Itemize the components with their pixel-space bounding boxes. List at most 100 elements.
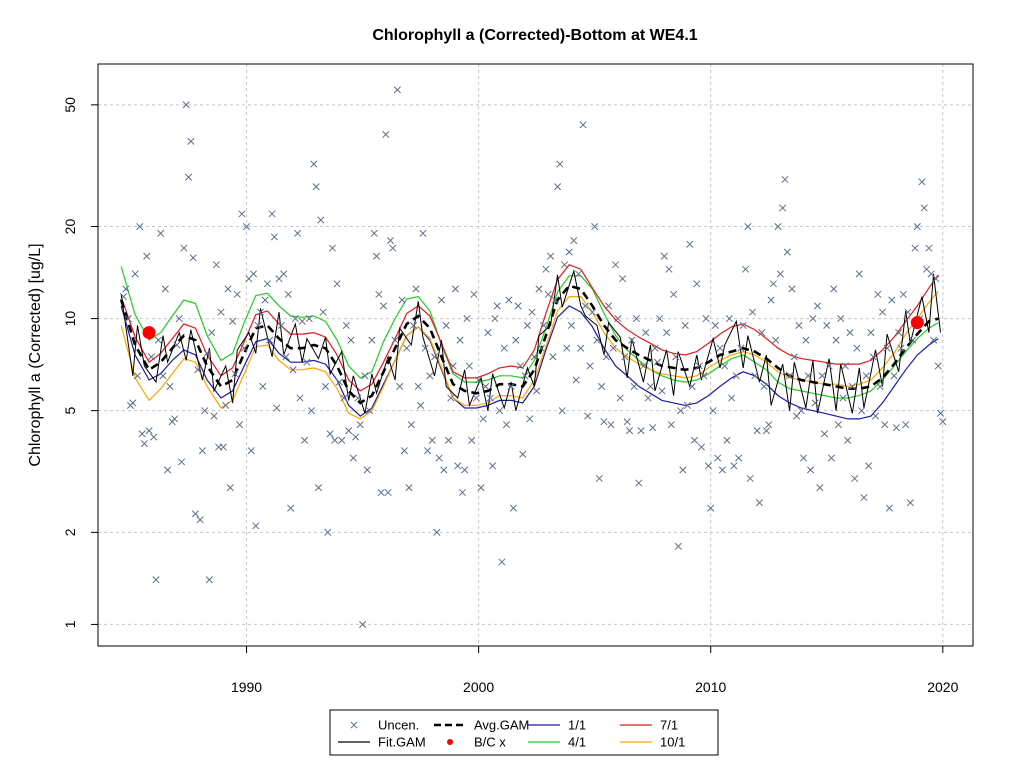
- uncensored-point: [414, 382, 422, 390]
- legend-item-s10-1: 10/1: [620, 735, 685, 750]
- uncensored-point: [688, 382, 696, 390]
- uncensored-point: [495, 407, 504, 415]
- uncensored-point: [867, 329, 875, 337]
- uncensored-point: [296, 394, 304, 402]
- uncensored-point: [382, 130, 390, 139]
- uncensored-point: [249, 270, 258, 278]
- uncensored-point: [268, 210, 276, 218]
- legend-item-s7-1: 7/1: [620, 718, 678, 733]
- legend-label: Avg.GAM: [474, 718, 529, 733]
- uncensored-point: [352, 433, 360, 441]
- uncensored-point: [161, 285, 169, 293]
- uncensored-point: [860, 493, 868, 502]
- uncensored-point: [254, 321, 262, 329]
- uncensored-point: [732, 372, 740, 380]
- uncensored-point: [187, 137, 195, 145]
- uncensored-point: [458, 488, 466, 497]
- uncensored-point: [523, 321, 531, 329]
- uncensored-point: [437, 296, 446, 304]
- uncensored-point: [841, 362, 849, 370]
- x-tick-label: 2010: [695, 679, 726, 695]
- uncensored-point: [140, 440, 148, 448]
- uncensored-point: [505, 296, 513, 304]
- uncensored-point: [451, 285, 459, 293]
- legend-label: Uncen.: [378, 718, 419, 733]
- uncensored-point: [291, 315, 299, 323]
- uncensored-point: [224, 285, 232, 293]
- uncensored-point: [482, 382, 490, 390]
- uncensored-point: [741, 265, 750, 273]
- uncensored-point: [442, 321, 450, 329]
- uncensored-point: [412, 285, 420, 293]
- uncensored-point: [180, 244, 188, 252]
- uncensored-point: [240, 344, 248, 352]
- uncensored-point: [911, 244, 919, 252]
- uncensored-point: [205, 576, 213, 584]
- uncensored-point: [718, 466, 726, 474]
- grid-layer: [98, 64, 973, 646]
- uncensored-point: [906, 499, 914, 507]
- uncensored-point: [753, 427, 761, 435]
- uncensored-point: [340, 394, 348, 402]
- uncensored-point: [902, 421, 910, 429]
- uncensored-point: [463, 315, 471, 323]
- uncensored-point: [178, 458, 186, 466]
- uncensored-point: [614, 315, 622, 323]
- uncensored-point: [848, 382, 856, 390]
- uncensored-point: [470, 290, 478, 298]
- uncensored-point: [321, 382, 330, 390]
- legend-label: 10/1: [660, 735, 685, 750]
- uncensored-point: [377, 488, 385, 497]
- uncensored-point: [145, 427, 153, 435]
- uncensored-point: [328, 244, 336, 252]
- uncensored-point: [920, 204, 928, 212]
- uncensored-point: [632, 315, 641, 323]
- uncensored-point: [758, 329, 766, 337]
- uncensored-point: [690, 436, 699, 444]
- uncensored-point: [370, 229, 378, 237]
- uncensored-point: [119, 293, 128, 301]
- uncensored-point: [834, 421, 842, 429]
- uncensored-point: [639, 362, 647, 370]
- legend-item-uncensored: Uncen.: [350, 718, 419, 733]
- uncensored-point: [307, 407, 316, 415]
- uncensored-point: [721, 362, 729, 370]
- uncensored-point: [895, 329, 903, 337]
- uncensored-point: [751, 372, 759, 380]
- uncensored-point: [609, 344, 617, 352]
- uncensored-point: [577, 344, 585, 352]
- points-layer: [119, 86, 947, 628]
- uncensored-point: [312, 183, 320, 191]
- uncensored-point: [182, 101, 190, 109]
- uncensored-point: [616, 394, 624, 402]
- uncensored-point: [356, 421, 364, 429]
- chart-title: Chlorophyll a (Corrected)-Bottom at WE4.…: [372, 27, 697, 44]
- uncensored-point: [853, 344, 861, 352]
- uncensored-point: [772, 336, 780, 344]
- uncensored-point: [565, 248, 573, 256]
- uncensored-point: [735, 454, 743, 462]
- uncensored-point: [444, 436, 453, 444]
- uncensored-point: [152, 576, 160, 584]
- uncensored-point: [588, 308, 596, 316]
- uncensored-point: [553, 183, 562, 191]
- legend-item-s1-1: 1/1: [528, 718, 586, 733]
- uncensored-point: [725, 315, 733, 323]
- uncensored-point: [189, 254, 197, 262]
- uncensored-point: [261, 296, 269, 304]
- uncensored-point: [855, 270, 863, 278]
- uncensored-point: [677, 407, 685, 415]
- uncensored-point: [289, 366, 297, 374]
- x-tick-label: 2000: [463, 679, 494, 695]
- uncensored-point: [530, 353, 538, 361]
- uncensored-point: [881, 421, 889, 429]
- uncensored-point: [477, 484, 485, 492]
- uncensored-point: [266, 336, 274, 344]
- uncensored-point: [651, 344, 659, 352]
- uncensored-point: [379, 302, 388, 310]
- uncensored-point: [644, 394, 652, 402]
- uncensored-point: [333, 280, 341, 288]
- uncensored-point: [305, 315, 313, 323]
- uncensored-point: [231, 370, 239, 378]
- uncensored-point: [400, 447, 408, 455]
